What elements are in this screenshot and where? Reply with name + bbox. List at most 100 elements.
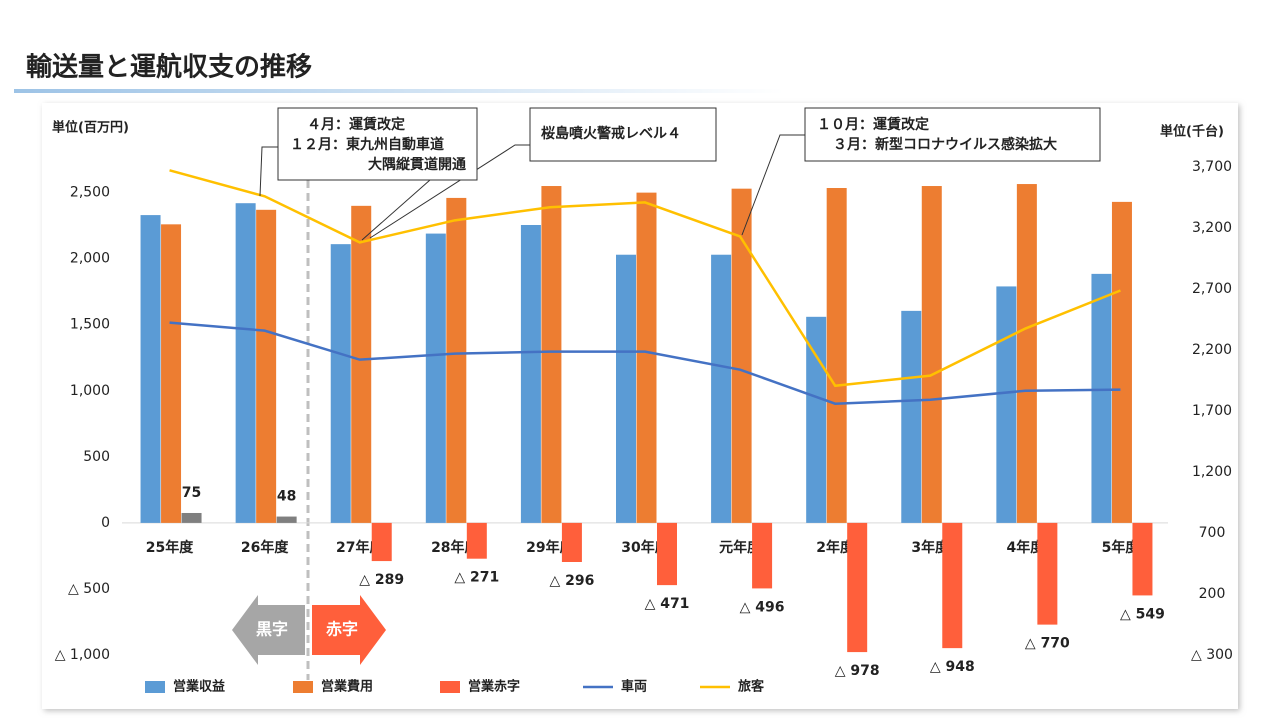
data-label: 75 [182,485,201,501]
bar [520,224,541,523]
data-label: △ 471 [645,596,690,612]
data-label: 48 [277,489,296,505]
bar [561,522,582,562]
callout-text: ４月：運賃改定 [307,116,405,133]
bar [235,203,256,523]
bar [466,522,487,559]
callout-box [529,107,717,162]
x-tick-label: 元年度 [719,539,762,556]
y2-tick-label: 3,700 [1192,159,1232,175]
title-underline [14,89,784,93]
y2-tick-label: △ 300 [1191,647,1233,663]
y-tick-label: 2,500 [70,185,110,201]
legend-label: 営業赤字 [468,679,520,695]
callout-box [804,107,1101,162]
bar [541,186,562,523]
bar [140,215,161,523]
arrow-label: 赤字 [326,620,358,639]
bar [731,188,752,523]
bar [371,522,392,562]
y2-tick-label: 3,200 [1192,220,1232,236]
data-label: △ 948 [930,659,975,675]
bar [446,197,467,523]
leader [259,146,278,197]
y2-tick-label: 200 [1199,586,1226,602]
y2-axis-label: 単位(千台) [1160,124,1224,140]
line [169,321,1121,405]
data-label: △ 549 [1120,606,1165,622]
bar [616,254,636,523]
data-label: △ 289 [359,572,404,588]
y-axis-label: 単位(百万円) [52,120,129,136]
x-tick-label: 25年度 [146,539,194,556]
bar [921,186,942,523]
x-tick-label: 26年度 [241,539,289,556]
callout-text: ３月：新型コロナウイルス感染拡大 [833,136,1057,153]
data-label: △ 770 [1025,636,1070,652]
bar [256,209,277,523]
x-tick-label: 4年度 [1006,539,1045,556]
leader [741,134,805,236]
bar [425,233,446,523]
x-tick-label: 5年度 [1102,539,1141,556]
x-tick-label: 3年度 [911,539,950,556]
y2-tick-label: 2,200 [1192,342,1232,358]
bar [752,522,773,589]
callout-box [277,107,478,181]
y-tick-label: △ 1,000 [55,647,110,663]
profit-arrow [232,595,305,665]
bar [636,192,657,523]
callout-text: １２月：東九州自動車道 [290,136,444,153]
y-tick-label: △ 500 [68,581,110,597]
bar [330,244,351,523]
bar [1037,522,1058,625]
bar [901,310,922,523]
bar [806,316,827,523]
line [169,169,1121,388]
bar [942,522,963,649]
bar [1132,522,1153,596]
legend-swatch [293,681,313,693]
y-tick-label: 2,000 [70,251,110,267]
y2-tick-label: 2,700 [1192,281,1232,297]
leader [361,179,431,241]
legend-swatch [440,681,460,693]
leader [369,144,530,239]
y-tick-label: 1,000 [70,383,110,399]
bar [161,224,182,523]
y2-tick-label: 1,700 [1192,403,1232,419]
legend-label: 営業収益 [173,679,225,695]
legend-swatch [145,681,165,693]
y2-tick-label: 1,200 [1192,464,1232,480]
y-tick-label: 0 [101,515,110,531]
data-label: △ 496 [740,599,785,615]
data-label: △ 296 [549,573,594,589]
bar [351,205,372,523]
bar [826,188,847,523]
bar [1016,184,1037,523]
callouts [259,107,1101,241]
bar [711,254,732,523]
y2-tick-label: 700 [1199,525,1226,541]
legend-label: 旅客 [738,679,765,695]
bar [1091,273,1112,523]
chart-title: 輸送量と運航収支の推移 [26,52,312,83]
bar [276,516,297,523]
callout-text: 桜島噴火警戒レベル４ [541,125,681,142]
marks: △ 1,000 △ 500 0 500 1,000 1,500 2,000 2,500 △ 30… [55,159,1233,694]
bar [181,512,202,523]
arrow-label: 黒字 [256,620,288,639]
callout-text: 大隅縦貫道開通 [368,156,466,173]
y-tick-label: 1,500 [70,317,110,333]
legend-label: 営業費用 [321,679,373,695]
loss-arrow [312,595,386,665]
bar [657,522,677,586]
data-label: △ 271 [454,570,499,586]
bar [1111,201,1132,523]
y-tick-label: 500 [83,449,110,465]
bar [847,522,868,653]
callout-text: １０月：運賃改定 [817,116,929,133]
data-label: △ 978 [835,663,880,679]
